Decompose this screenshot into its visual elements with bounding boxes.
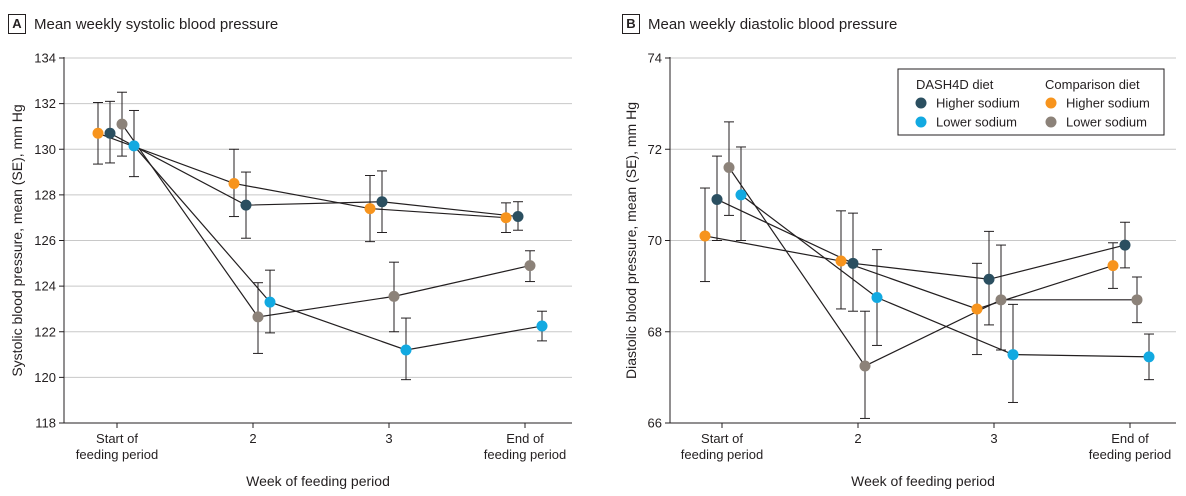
panel-a-y-tick-label: 128 [34, 187, 56, 202]
panel-b-y-axis-label: Diastolic blood pressure, mean (SE), mm … [623, 102, 639, 379]
panel-b-title: Mean weekly diastolic blood pressure [648, 15, 898, 33]
panel-b-y-tick-label: 66 [648, 416, 662, 431]
panel-a-point-dash_lower [400, 344, 412, 356]
panel-a-point-dash_higher [240, 199, 252, 211]
panel-b-point-comp_higher [835, 255, 847, 267]
panel-a-y-axis-label: Systolic blood pressure, mean (SE), mm H… [9, 104, 25, 376]
panel-b-point-comp_higher [971, 303, 983, 315]
panel-a-y-tick-label: 126 [34, 233, 56, 248]
panel-b-x-tick-label: End of [1111, 431, 1149, 446]
panel-b-series-line-dash_lower [740, 194, 1150, 358]
panel-b-point-dash_higher [983, 273, 995, 285]
panel-b-point-dash_lower [1143, 351, 1155, 363]
panel-a-point-dash_higher [376, 196, 388, 208]
panel-a-point-dash_lower [536, 320, 548, 332]
panel-a-letter: A [8, 14, 26, 34]
panel-b-y-tick-label: 68 [648, 324, 662, 339]
panel-b-x-tick-label: 3 [990, 431, 997, 446]
panel-a-series-line-dash_lower [133, 145, 543, 351]
legend-group-title-comparison: Comparison diet [1045, 77, 1140, 92]
panel-a-x-tick-label: End of [506, 431, 544, 446]
panel-a-point-dash_higher [512, 211, 524, 223]
panel-b-letter: B [622, 14, 640, 34]
panel-a-y-tick-label: 132 [34, 96, 56, 111]
panel-b-x-tick-label: feeding period [1089, 447, 1171, 462]
legend-swatch-comp_higher [1045, 97, 1057, 109]
panel-a-y-tick-label: 124 [34, 279, 56, 294]
panel-b-point-comp_lower [723, 162, 735, 173]
panel-b-x-axis-label: Week of feeding period [851, 473, 995, 489]
panel-b-point-comp_higher [1107, 260, 1119, 272]
panel-a-point-comp_higher [364, 203, 376, 215]
panel-a-y-tick-label: 122 [34, 324, 56, 339]
panel-b-series-line-comp_lower [728, 167, 1137, 367]
panel-a-x-tick-label: 2 [249, 431, 256, 446]
panel-a-title: Mean weekly systolic blood pressure [34, 15, 279, 33]
panel-a-y-tick-label: 118 [35, 416, 56, 431]
panel-b-y-tick-label: 70 [648, 233, 662, 248]
panel-a-series-line-comp_lower [121, 123, 531, 318]
legend-swatch-dash_lower [915, 116, 927, 128]
legend-label-dash_lower: Lower sodium [936, 115, 1017, 130]
panel-a-y-tick-label: 130 [34, 142, 56, 157]
legend-label-dash_higher: Higher sodium [936, 96, 1020, 111]
panel-a-point-comp_lower [252, 311, 264, 323]
panel-a-point-dash_lower [128, 140, 140, 152]
panel-b-point-dash_higher [847, 257, 859, 269]
legend-label-comp_higher: Higher sodium [1066, 96, 1150, 111]
panel-b-point-comp_lower [1131, 294, 1143, 306]
panel-b-point-dash_lower [871, 292, 883, 304]
legend-swatch-comp_lower [1045, 116, 1057, 128]
panel-a-series-line-comp_higher [97, 132, 507, 219]
panel-b-y-tick-label: 72 [648, 142, 662, 157]
panel-b-point-dash_higher [711, 193, 723, 205]
panel-b-header: B Mean weekly diastolic blood pressure [622, 14, 897, 34]
panel-a-x-tick-label: feeding period [76, 447, 158, 462]
panel-a-point-comp_higher [500, 212, 512, 224]
panel-a-point-comp_lower [388, 290, 400, 302]
panel-b-point-dash_lower [735, 189, 747, 201]
legend-box [897, 68, 1165, 136]
panel-b-point-dash_lower [1007, 349, 1019, 361]
panel-a-point-dash_lower [264, 296, 276, 308]
legend-swatch-dash_higher [915, 97, 927, 109]
panel-a-point-comp_higher [228, 177, 240, 189]
panel-b-series-line-dash_higher [716, 198, 1126, 280]
panel-b-point-dash_higher [1119, 239, 1131, 251]
panel-a-x-tick-label: 3 [385, 431, 392, 446]
panel-a-y-tick-label: 134 [34, 51, 56, 66]
legend-label-comp_lower: Lower sodium [1066, 115, 1147, 130]
panel-b-x-tick-label: Start of [701, 431, 743, 446]
panel-a-header: A Mean weekly systolic blood pressure [8, 14, 278, 34]
panel-a-point-comp_higher [92, 127, 104, 139]
panel-b-x-tick-label: feeding period [681, 447, 763, 462]
panel-a-x-tick-label: Start of [96, 431, 138, 446]
panel-b-series-line-comp_higher [704, 235, 1114, 310]
panel-a-point-comp_lower [524, 260, 536, 272]
panel-b-point-comp_lower [859, 360, 871, 372]
panel-a-series-line-dash_higher [109, 132, 519, 218]
panel-b-point-comp_higher [699, 230, 711, 242]
panel-a-y-tick-label: 120 [34, 370, 56, 385]
panel-a-x-tick-label: feeding period [484, 447, 566, 462]
panel-a-point-dash_higher [104, 127, 116, 139]
panel-b-x-tick-label: 2 [854, 431, 861, 446]
panel-a-point-comp_lower [116, 118, 128, 130]
legend-group-title-dash4d: DASH4D diet [916, 77, 994, 92]
panel-b-point-comp_lower [995, 294, 1007, 306]
panel-a-x-axis-label: Week of feeding period [246, 473, 390, 489]
panel-b-y-tick-label: 74 [648, 51, 662, 66]
